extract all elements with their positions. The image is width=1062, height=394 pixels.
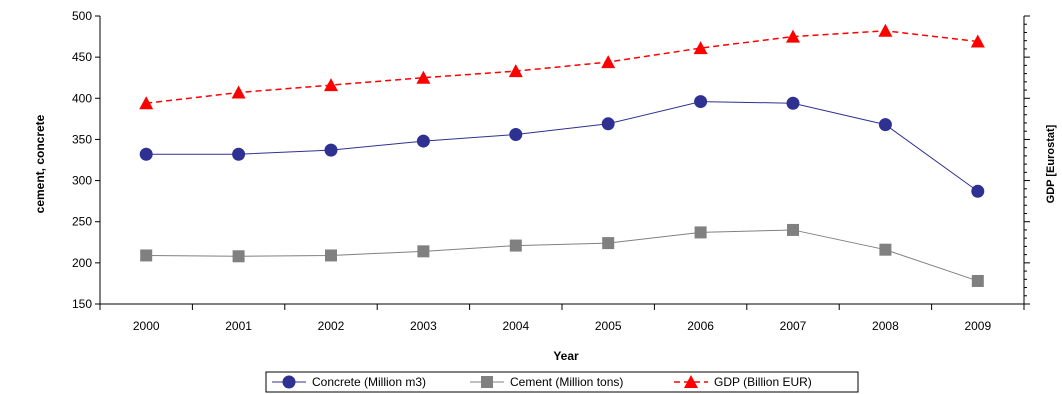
x-tick-label: 2002 xyxy=(318,319,345,333)
data-point xyxy=(324,143,338,157)
data-point xyxy=(878,118,892,132)
legend-entry: Cement (Million tons) xyxy=(470,375,623,389)
data-point xyxy=(971,274,984,287)
legend-items: Concrete (Million m3) Cement (Million ton… xyxy=(272,375,812,389)
legend-marker xyxy=(481,376,493,388)
left-y-axis-ticks: 150 200 250 300 350 400 450 500 xyxy=(72,9,100,311)
x-tick-label: 2000 xyxy=(133,319,160,333)
data-point xyxy=(601,55,616,69)
data-point xyxy=(139,96,154,110)
x-axis-ticks: 2000 2001 2002 2003 2004 2005 2006 2007 2008 2009 xyxy=(99,304,1025,333)
data-point xyxy=(878,23,893,37)
data-point xyxy=(694,95,708,109)
data-point xyxy=(232,147,246,161)
data-point xyxy=(787,223,799,236)
data-point xyxy=(879,243,892,256)
legend-marker xyxy=(282,375,296,389)
legend-marker xyxy=(684,375,698,388)
data-point xyxy=(416,70,431,84)
y-tick-label: 250 xyxy=(72,215,92,229)
data-point xyxy=(324,78,338,92)
y-tick-label: 200 xyxy=(72,256,92,270)
data-point xyxy=(508,64,523,78)
data-point xyxy=(971,184,985,198)
y-tick-label: 450 xyxy=(72,50,92,64)
x-tick-label: 2009 xyxy=(964,319,991,333)
y-tick-label: 400 xyxy=(72,91,92,105)
data-point xyxy=(786,29,800,43)
data-point xyxy=(694,226,707,239)
legend-label: GDP (Billion EUR) xyxy=(714,375,812,389)
x-tick-label: 2004 xyxy=(502,319,529,333)
legend-label: Concrete (Million m3) xyxy=(312,375,426,389)
data-point xyxy=(231,85,246,99)
y-tick-label: 350 xyxy=(72,132,92,146)
data-point xyxy=(416,134,430,148)
data-point xyxy=(601,117,615,131)
x-tick-label: 2003 xyxy=(410,319,437,333)
y-tick-label: 500 xyxy=(72,9,92,23)
legend-box xyxy=(265,371,859,393)
legend-entry: GDP (Billion EUR) xyxy=(674,375,812,389)
y-tick-label: 150 xyxy=(72,297,92,311)
x-tick-label: 2007 xyxy=(780,319,807,333)
x-tick-label: 2008 xyxy=(872,319,899,333)
data-point xyxy=(970,34,985,48)
data-point xyxy=(417,245,430,258)
data-point xyxy=(509,127,523,141)
y-axis-title: cement, concrete xyxy=(33,114,47,213)
data-point xyxy=(140,249,153,262)
data-point xyxy=(602,237,615,250)
right-y-axis-title: GDP [Eurostat] xyxy=(1045,124,1057,203)
legend-entry: Concrete (Million m3) xyxy=(272,375,426,389)
x-tick-label: 2006 xyxy=(687,319,714,333)
series-line xyxy=(146,30,978,104)
data-point xyxy=(693,41,708,55)
legend-label: Cement (Million tons) xyxy=(510,375,623,389)
legend: Concrete (Million m3) Cement (Million ton… xyxy=(265,371,859,393)
series-line xyxy=(146,229,978,282)
series-layer xyxy=(139,23,985,287)
data-point xyxy=(325,249,337,262)
series-line xyxy=(146,101,979,192)
x-tick-label: 2005 xyxy=(595,319,622,333)
y-tick-label: 300 xyxy=(72,174,92,188)
right-y-axis-ticks xyxy=(1024,15,1030,305)
series-0 xyxy=(139,95,985,198)
data-point xyxy=(232,250,245,263)
series-1 xyxy=(140,223,984,287)
data-point xyxy=(509,239,522,252)
series-2 xyxy=(139,23,985,110)
data-point xyxy=(786,96,800,110)
x-tick-label: 2001 xyxy=(225,319,252,333)
x-axis-title: Year xyxy=(553,349,579,363)
data-point xyxy=(139,147,153,161)
